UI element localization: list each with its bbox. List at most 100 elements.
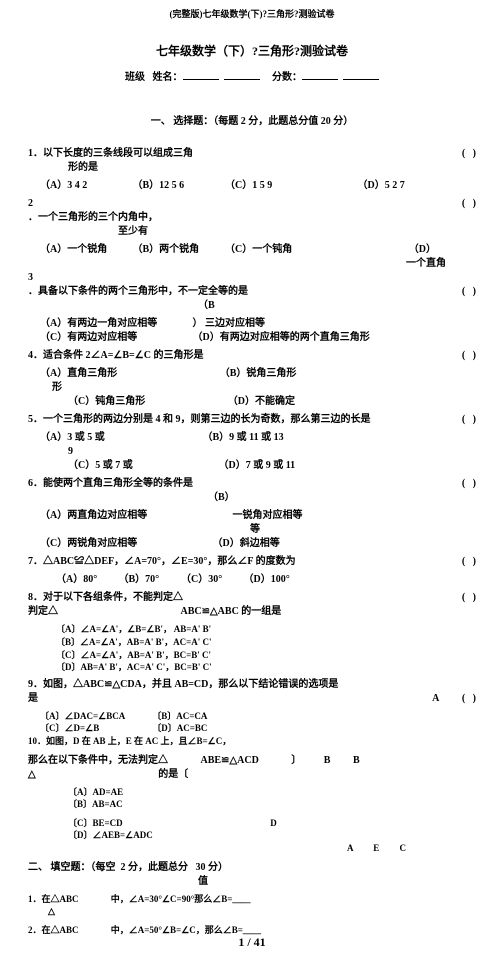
class-label: 班级 [125,72,145,83]
q9-fig-a: A ( ) [432,692,476,706]
q2-c: （C）一个钝角 [225,243,315,257]
q2-d-lead: （D） [409,243,436,257]
q1-opts: （A）3 4 2 （B）12 5 6 （C）1 5 9 （D）5 2 7 [28,179,476,193]
section-2-head: 二、 填空题：（每空 2 分，此题总分 30 分） 值 [28,861,476,889]
q8-l4: 〔D〕AB=A' B'，AC=A' C'，BC=B' C' [56,661,476,674]
q2-b: （B）两个锐角 [133,243,223,257]
q4-stem: 4．适合条件 2∠A=∠B=∠C 的三角形是 [28,350,203,361]
info-row: 班级 姓名： 分数： [28,69,476,85]
q3: 3 ．具备以下条件的两个三角形中，不一定全等的是 ( ) （B [28,271,476,313]
section-1-num: 一、 [151,116,171,127]
q1-stem: 1．以下长度的三条线段可以组成三角 [28,148,193,159]
q10-opts2: 〔C〕BE=CD D 〔D〕∠AEB=∠ADC [28,817,476,842]
q5-d: （D）7 或 9 或 11 [219,459,296,473]
q5-b: （B）9 或 11 或 13 [203,431,284,445]
q7-a: （A）80° [56,573,116,587]
name-label: 姓名： [153,72,183,83]
q2-stem: ．一个三角形的三个内角中， [28,212,158,223]
q7-d: （D）100° [244,573,290,587]
q5-opts: （A）3 或 5 或 （B）9 或 11 或 13 9 （C）5 或 7 或 （… [28,431,476,473]
q10: 那么在以下条件中，无法判定△ ABE≌△ACD 〕 B B △ 的是〔 [28,754,476,782]
q9-tail: 是 [28,693,38,704]
q1-paren: ( ) [462,147,476,161]
q1: ( ) 1．以下长度的三条线段可以组成三角 形的是 [28,147,476,175]
fill1-lead: 1．在△ABC [28,894,79,904]
exam-title: 七年级数学（下）?三角形?测验试卷 [28,43,476,60]
q10-b-opt: 〔B〕AB=AC [68,798,476,811]
q9-extra: 10．如图，D 在 AB 上，E 在 AC 上，且∠B=∠C， [28,735,476,748]
q4-opts: （A）直角三角形 （B）锐角三角形 形 （C）钝角三角形 （D）不能确定 [28,367,476,409]
q9-b: 〔B〕AC=CA [152,711,207,721]
q4-a: （A）直角三角形 [40,367,117,381]
q5: 5．一个三角形的两边分别是 4 和 9，则第三边的长为奇数，那么第三边的长是 (… [28,413,476,427]
q6-b-tail: 等 [250,523,260,537]
q2-opts: （A）一个锐角 （B）两个锐角 （C）一个钝角 （D） 一个直角 [28,243,476,257]
q10-fig-d: D [270,818,277,828]
q6: 6．能使两个直角三角形全等的条件是 ( ) （B） [28,477,476,505]
q6-a: （A）两直角边对应相等 [40,509,230,523]
section-1-head: 一、 选择题：（每题 2 分，此题总分值 20 分） [28,115,476,129]
q1-d: （D）5 2 7 [358,179,405,193]
q5-stem: 5．一个三角形的两边分别是 4 和 9，则第三边的长为奇数，那么第三边的长是 [28,414,371,425]
q1-c: （C）1 5 9 [225,179,295,193]
q10-opts: 〔A〕AD=AE 〔B〕AB=AC [28,786,476,811]
score-label: 分数： [272,72,302,83]
q10-fig-e: E [373,843,379,853]
q10-tri: △ [28,769,36,780]
q6-paren: ( ) [462,477,476,491]
q8-paren: ( ) [462,591,476,605]
name-blank-2 [224,69,260,80]
q1-stem2: 形的是 [28,162,98,173]
q8-lead: 判定△ [28,606,58,617]
q7-paren: ( ) [462,555,476,569]
q3-opts: （A）有两边一角对应相等 ） 三边对应相等 （C）有两边对应相等 （D）有两边对… [28,317,476,345]
q2-paren: ( ) [462,197,476,211]
q2-a: （A）一个锐角 [28,243,130,257]
q1-a: （A）3 4 2 [40,179,130,193]
q8-stem2: ABC≌△ABC 的一组是 [181,606,282,617]
q7: 7．△ABC≌△DEF，∠A=70°，∠E=30°，那么∠F 的度数为 ( ) [28,555,476,569]
q6-b-lead: （B） [208,492,235,503]
q9-d: 〔D〕AC=BC [152,723,207,733]
q8-lines: 〔A〕∠A=∠A'，∠B=∠B'， AB=A' B' 〔B〕∠A=∠A'，AB=… [28,623,476,673]
q3-a: （A）有两边一角对应相等 [40,317,190,331]
sec2-pts2: 30 分） [196,862,229,873]
score-blank-2 [343,69,379,80]
page-number: 1 / 41 [0,934,504,951]
sec2-num: 二、 [28,862,48,873]
q3-stem: ．具备以下条件的两个三角形中，不一定全等的是 [28,286,248,297]
q8-l3: 〔C〕∠A=∠A'，AB=A' B'，BC=B' C' [56,649,476,662]
q10-fig-row: A E C [28,842,476,855]
q1-b: （B）12 5 6 [133,179,223,193]
q4: 4．适合条件 2∠A=∠B=∠C 的三角形是 ( ) [28,349,476,363]
q3-paren: ( ) [462,285,476,299]
q4-paren: ( ) [462,349,476,363]
q7-c: （C）30° [181,573,241,587]
q2: 2 ( ) ．一个三角形的三个内角中， 至少有 [28,197,476,239]
header-small: (完整版)七年级数学(下)?三角形?测验试卷 [28,8,476,21]
q3-d: （D）有两边对应相等的两个直角三角形 [193,331,370,345]
q2-d: 一个直角 [406,257,446,271]
q8: 8．对于以下各组条件，不能判定△ ( ) 判定△ ABC≌△ABC 的一组是 [28,591,476,619]
q5-a: （A）3 或 5 或 [40,431,200,445]
q10-stem-b: ABE≌△ACD [201,755,259,766]
q9: 9．如图，△ABC≌△CDA，并且 AB=CD，那么以下结论错误的选项是 是 A… [28,678,476,706]
q7-stem: 7．△ABC≌△DEF，∠A=70°，∠E=30°，那么∠F 的度数为 [28,556,296,567]
q6-opts: （A）两直角边对应相等 一锐角对应相等 等 （C）两锐角对应相等 （D）斜边相等 [28,509,476,551]
q6-c: （C）两锐角对应相等 [40,537,210,551]
q3-b: ） 三边对应相等 [193,317,266,331]
q5-9: 9 [40,445,73,459]
q5-paren: ( ) [462,413,476,427]
q10-c: 〔C〕BE=CD [68,817,268,830]
q8-l1: 〔A〕∠A=∠A'，∠B=∠B'， AB=A' B' [56,623,476,636]
q9-a: 〔A〕∠DAC=∠BCA [40,710,150,723]
q10-stem-c: 的是〔 [158,769,188,780]
q10-a: 〔A〕AD=AE [68,786,476,799]
q10-bkt: 〕 [291,755,301,766]
q10-b2: B [353,755,360,766]
q3-no: 3 [28,272,33,283]
q10-b: B [324,755,331,766]
q10-stem-a: 那么在以下条件中，无法判定△ [28,755,168,766]
exam-page: (完整版)七年级数学(下)?三角形?测验试卷 七年级数学（下）?三角形?测验试卷… [0,0,504,956]
q7-b: （B）70° [119,573,179,587]
